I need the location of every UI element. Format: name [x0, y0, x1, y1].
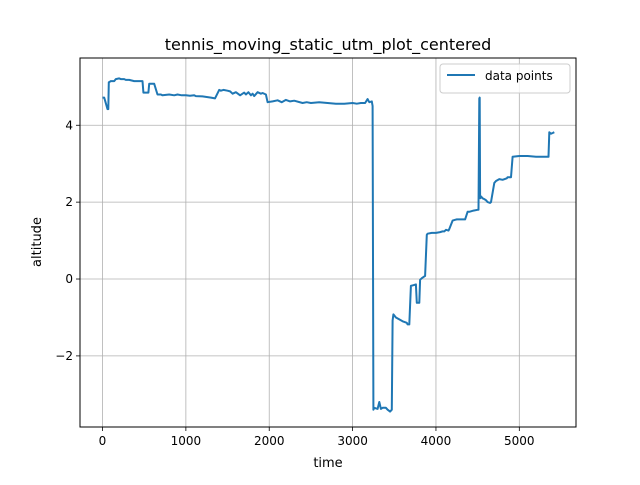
x-tick-label: 3000: [337, 434, 368, 448]
x-tick-label: 2000: [254, 434, 285, 448]
grid-layer: [80, 58, 576, 427]
y-tick-label: −2: [55, 349, 73, 363]
legend-box: [439, 63, 571, 94]
y-tick-label: 0: [65, 272, 73, 286]
legend-label: data points: [485, 69, 553, 83]
x-tick-label: 1000: [171, 434, 202, 448]
y-tick-label: 2: [65, 195, 73, 209]
x-tick-label: 4000: [421, 434, 452, 448]
tick-layer: 0 1000 2000 3000 4000 5000 −2 0 2 4: [55, 118, 534, 448]
chart-title: tennis_moving_static_utm_plot_centered: [165, 35, 491, 55]
x-tick-label: 5000: [504, 434, 535, 448]
y-tick-label: 4: [65, 118, 73, 132]
series-line-data-points: [102, 77, 555, 413]
x-tick-label: 0: [99, 434, 107, 448]
y-axis-label: altitude: [30, 217, 45, 267]
plot-frame: [79, 57, 577, 428]
legend: data points: [439, 63, 571, 94]
x-axis-label: time: [313, 456, 342, 471]
series-layer: [102, 77, 555, 413]
